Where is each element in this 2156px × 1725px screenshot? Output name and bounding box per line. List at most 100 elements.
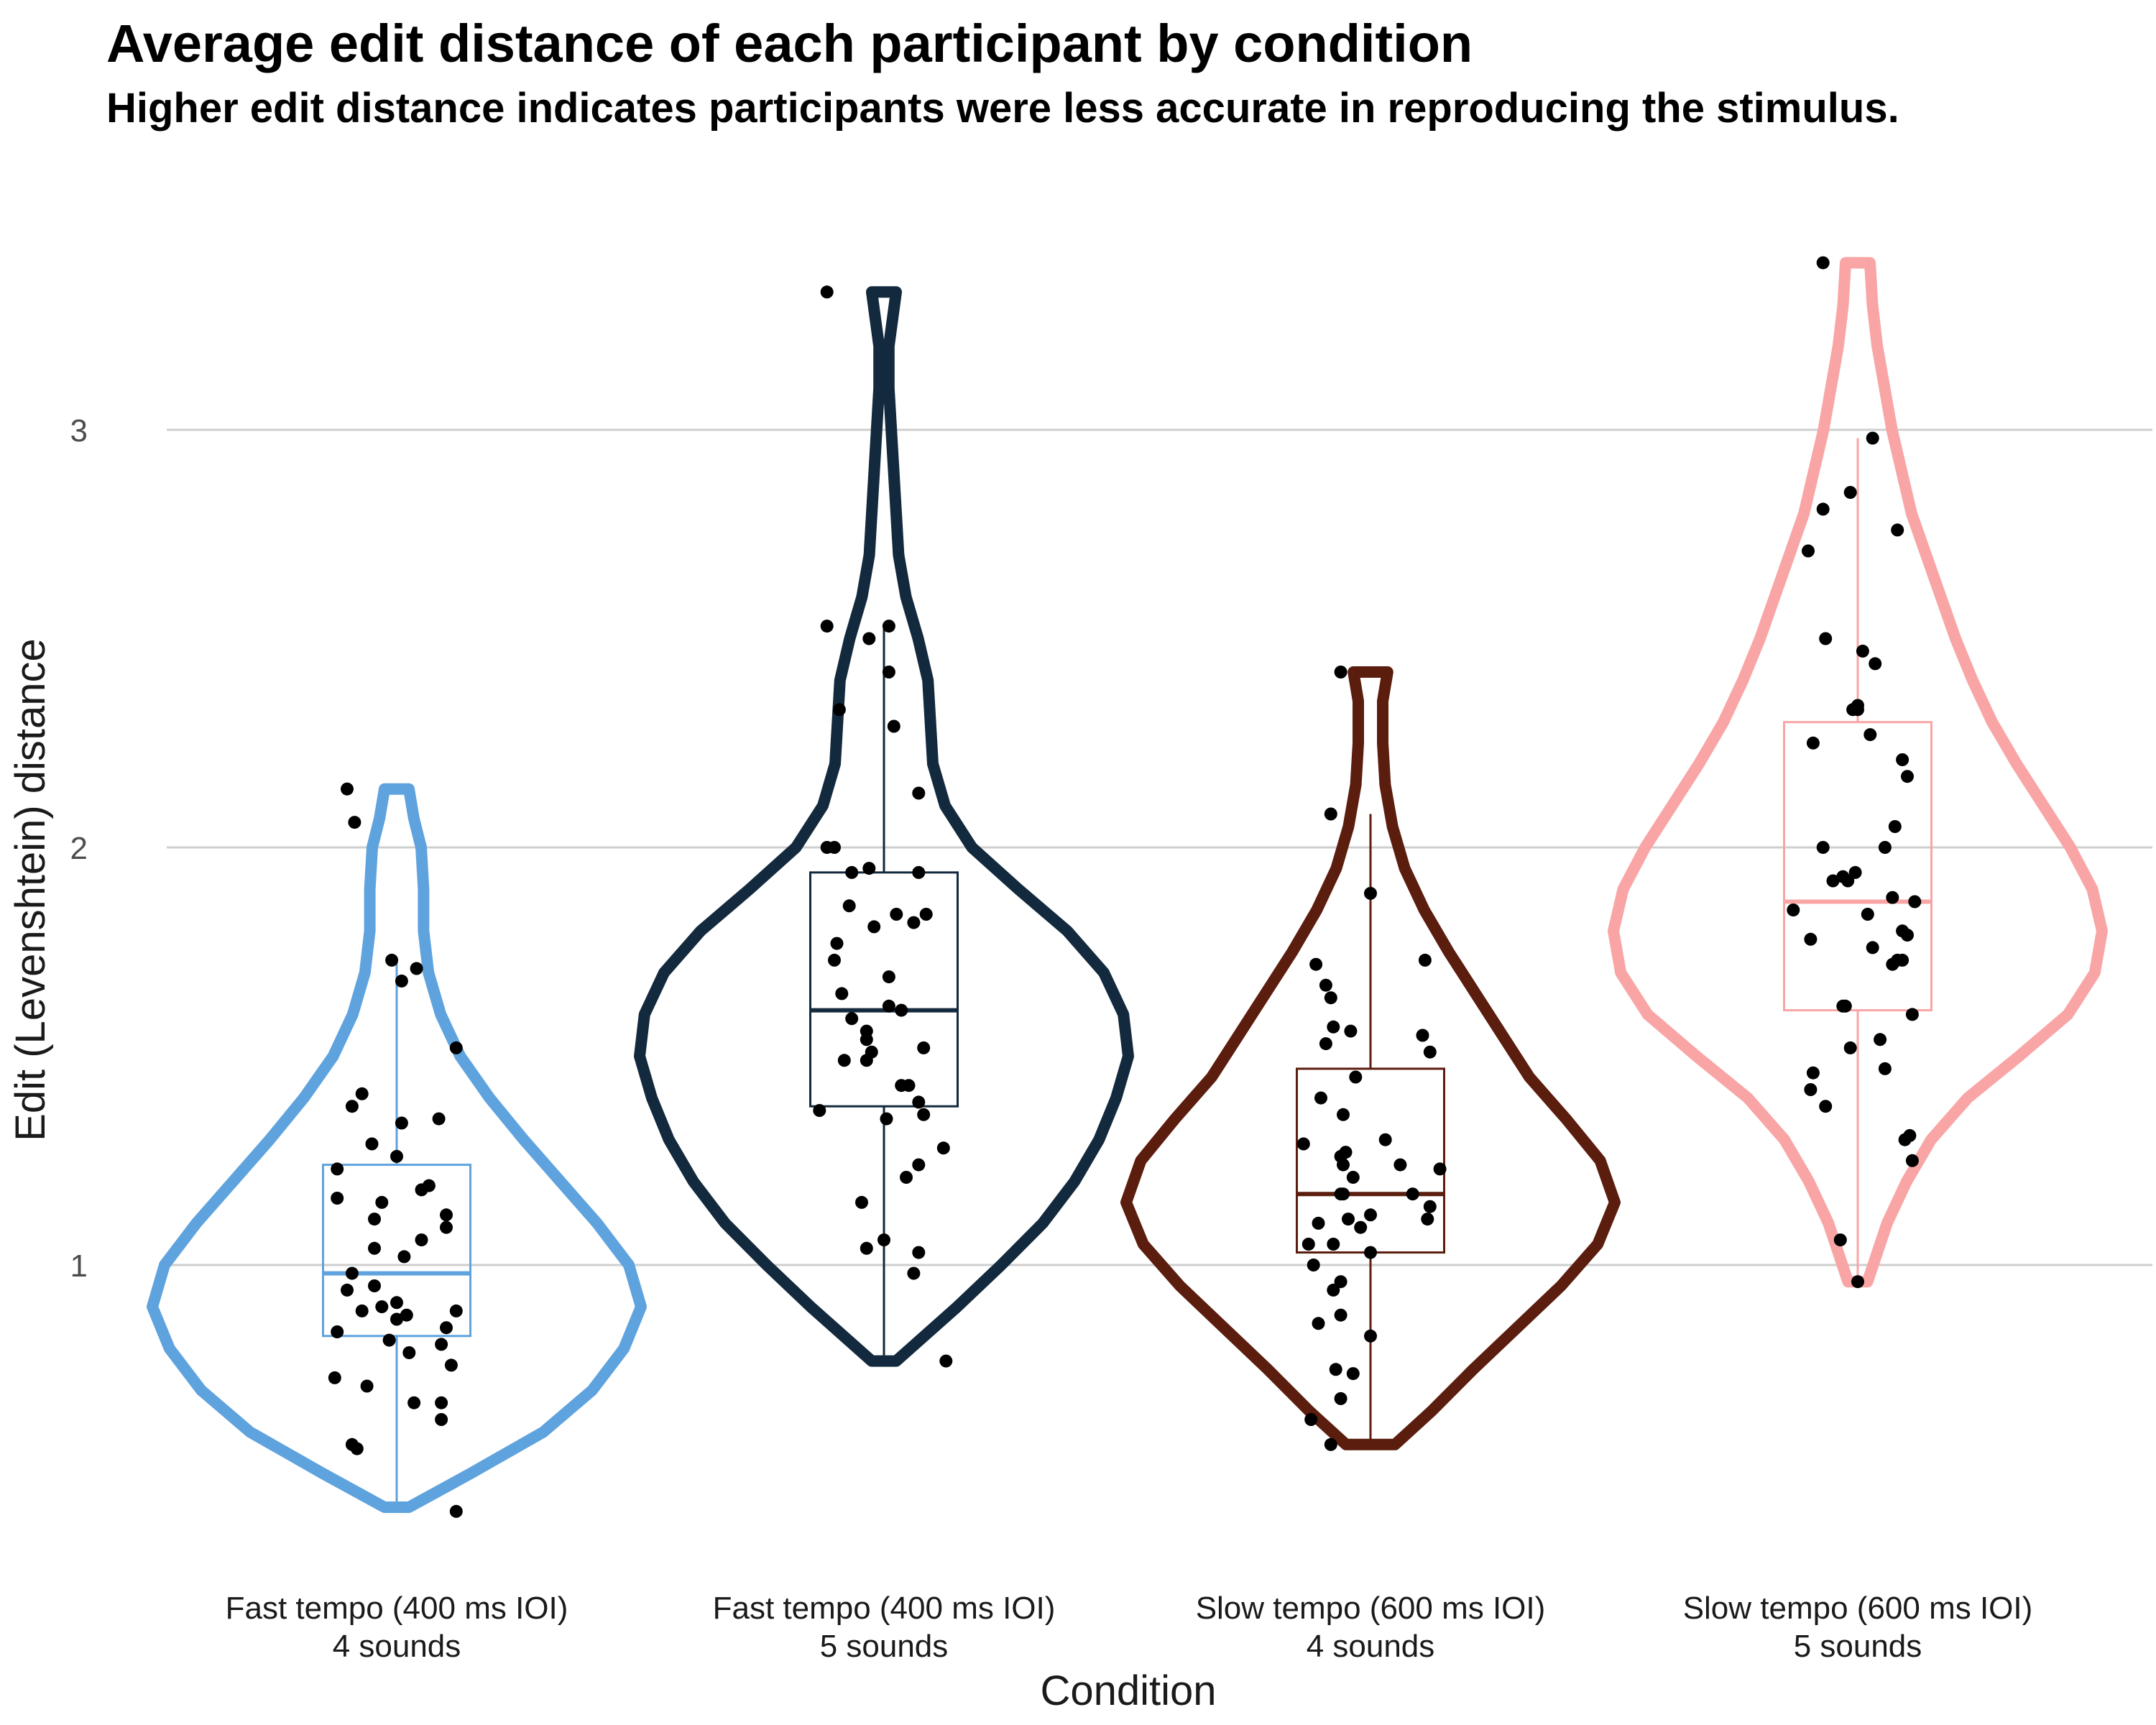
data-point-4-16 bbox=[1901, 770, 1914, 783]
data-point-1-27 bbox=[375, 1300, 389, 1314]
x-tick-label-1-line1: Fast tempo (400 ms IOI) bbox=[226, 1591, 568, 1626]
y-tick-label-1: 1 bbox=[70, 1248, 88, 1284]
data-point-3-23 bbox=[1346, 1171, 1360, 1184]
violin-1 bbox=[147, 783, 647, 1513]
data-point-1-37 bbox=[402, 1346, 416, 1359]
data-point-3-27 bbox=[1423, 1200, 1437, 1213]
data-point-4-40 bbox=[1878, 1062, 1892, 1075]
data-point-3-25 bbox=[1337, 1187, 1350, 1201]
data-point-1-39 bbox=[328, 1371, 341, 1384]
data-point-3-29 bbox=[1421, 1213, 1434, 1226]
data-point-4-41 bbox=[1806, 1066, 1820, 1080]
data-point-1-23 bbox=[397, 1250, 411, 1264]
data-point-2-6 bbox=[832, 703, 846, 717]
data-point-2-28 bbox=[860, 1033, 873, 1046]
data-point-1-35 bbox=[382, 1333, 396, 1347]
data-point-3-32 bbox=[1354, 1220, 1368, 1234]
data-point-4-1 bbox=[1816, 256, 1830, 270]
data-point-2-10 bbox=[828, 841, 841, 854]
data-point-4-26 bbox=[1787, 903, 1800, 917]
data-point-1-46 bbox=[449, 1504, 463, 1518]
data-point-3-13 bbox=[1349, 1070, 1363, 1084]
data-point-3-11 bbox=[1416, 1029, 1429, 1042]
x-tick-label-3-line1: Slow tempo (600 ms IOI) bbox=[1196, 1591, 1546, 1626]
box-1 bbox=[322, 1164, 471, 1338]
data-point-2-14 bbox=[842, 899, 856, 913]
data-point-4-5 bbox=[1891, 523, 1904, 537]
data-point-3-26 bbox=[1406, 1187, 1419, 1201]
x-tick-label-3-line2: 4 sounds bbox=[1307, 1629, 1435, 1664]
data-point-1-34 bbox=[440, 1321, 453, 1335]
data-point-4-37 bbox=[1905, 1008, 1919, 1021]
data-point-4-19 bbox=[1878, 841, 1892, 854]
data-point-1-12 bbox=[390, 1149, 403, 1163]
data-points bbox=[328, 256, 1922, 1518]
data-point-2-45 bbox=[907, 1266, 921, 1280]
data-point-1-16 bbox=[422, 1179, 436, 1192]
data-point-3-17 bbox=[1296, 1137, 1310, 1151]
data-point-4-36 bbox=[1836, 999, 1850, 1013]
data-point-2-31 bbox=[860, 1054, 873, 1067]
data-point-1-29 bbox=[355, 1304, 369, 1317]
data-point-2-8 bbox=[912, 786, 926, 800]
data-point-1-2 bbox=[348, 816, 361, 829]
data-point-3-40 bbox=[1312, 1317, 1325, 1330]
x-axis-title: Condition bbox=[1040, 1668, 1216, 1714]
data-point-3-22 bbox=[1393, 1158, 1407, 1172]
violins bbox=[147, 257, 2108, 1513]
data-point-4-33 bbox=[1896, 953, 1909, 967]
data-point-3-44 bbox=[1334, 1392, 1348, 1405]
data-point-3-3 bbox=[1364, 886, 1377, 900]
data-point-1-13 bbox=[331, 1162, 344, 1176]
data-point-1-26 bbox=[341, 1283, 354, 1297]
data-point-1-3 bbox=[385, 953, 399, 967]
data-point-1-33 bbox=[331, 1325, 344, 1338]
data-point-4-25 bbox=[1908, 895, 1922, 908]
data-point-2-42 bbox=[912, 1246, 926, 1259]
data-point-4-34 bbox=[1886, 957, 1899, 971]
boxplots bbox=[322, 438, 1932, 1507]
data-point-1-11 bbox=[365, 1137, 379, 1151]
data-point-2-24 bbox=[895, 1003, 908, 1017]
data-point-4-6 bbox=[1802, 544, 1815, 558]
data-point-4-17 bbox=[1888, 820, 1902, 833]
data-point-1-15 bbox=[375, 1195, 389, 1209]
data-point-1-42 bbox=[435, 1396, 448, 1409]
data-point-2-13 bbox=[912, 865, 926, 879]
data-point-4-38 bbox=[1874, 1033, 1887, 1046]
data-point-2-40 bbox=[900, 1171, 913, 1184]
data-point-2-38 bbox=[936, 1141, 950, 1155]
data-point-2-20 bbox=[828, 953, 841, 967]
data-point-1-20 bbox=[440, 1220, 453, 1234]
data-point-4-27 bbox=[1861, 908, 1874, 921]
data-point-2-39 bbox=[912, 1158, 926, 1172]
y-tick-label-2: 2 bbox=[70, 831, 88, 866]
y-axis-ticks: 1 2 3 bbox=[70, 413, 88, 1284]
data-point-1-17 bbox=[331, 1192, 344, 1205]
data-point-4-7 bbox=[1819, 632, 1833, 645]
data-point-1-10 bbox=[432, 1112, 446, 1126]
data-point-1-21 bbox=[415, 1233, 428, 1247]
data-point-4-30 bbox=[1804, 932, 1818, 946]
chart-subtitle: Higher edit distance indicates participa… bbox=[106, 85, 1899, 132]
data-point-4-13 bbox=[1864, 728, 1877, 742]
x-tick-label-2-line2: 5 sounds bbox=[820, 1629, 949, 1664]
data-point-2-19 bbox=[830, 937, 844, 950]
x-tick-label-4-line2: 5 sounds bbox=[1794, 1629, 1922, 1664]
data-point-3-5 bbox=[1418, 953, 1432, 967]
data-point-3-9 bbox=[1344, 1024, 1358, 1038]
data-point-4-9 bbox=[1869, 657, 1882, 671]
x-tick-label-4-line1: Slow tempo (600 ms IOI) bbox=[1683, 1591, 2033, 1626]
data-point-4-29 bbox=[1901, 929, 1914, 942]
data-point-4-47 bbox=[1833, 1233, 1847, 1247]
data-point-3-16 bbox=[1378, 1133, 1392, 1146]
data-point-1-32 bbox=[449, 1304, 463, 1317]
data-point-2-3 bbox=[882, 620, 895, 633]
data-point-1-30 bbox=[390, 1312, 403, 1326]
data-point-1-5 bbox=[395, 974, 408, 988]
data-point-2-17 bbox=[867, 920, 881, 934]
data-point-4-18 bbox=[1816, 841, 1830, 854]
box-2 bbox=[809, 871, 959, 1108]
data-point-4-31 bbox=[1866, 941, 1879, 954]
